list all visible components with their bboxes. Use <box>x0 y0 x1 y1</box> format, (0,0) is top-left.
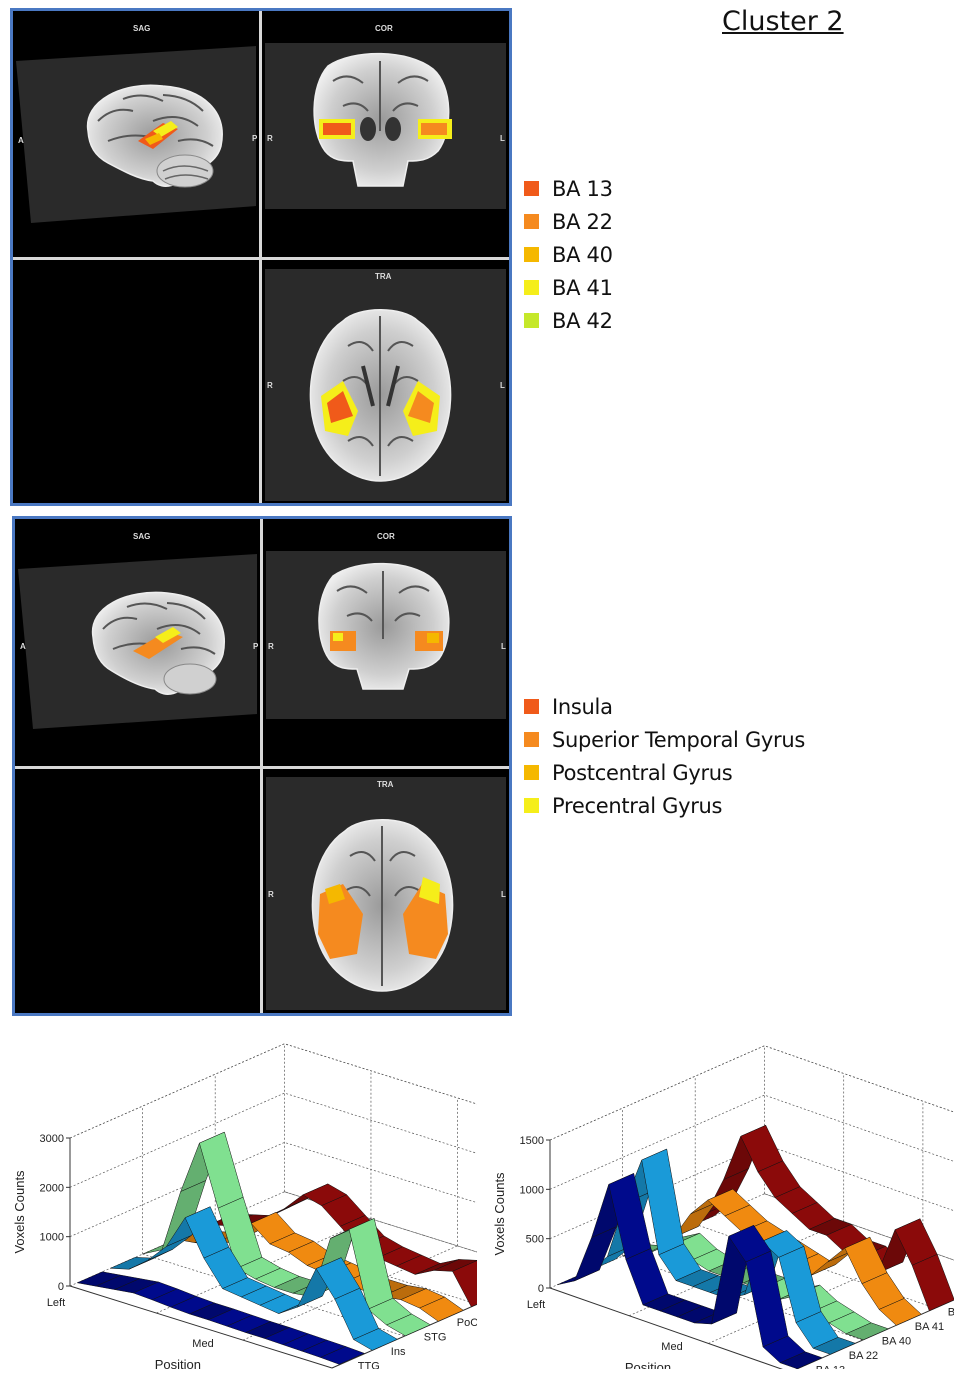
coronal-view: COR R L <box>266 532 506 719</box>
legend-swatch <box>524 699 539 714</box>
legend-swatch <box>524 247 539 262</box>
x-tick-label: Left <box>527 1299 545 1311</box>
x-axis-label: Position <box>155 1357 201 1369</box>
transverse-view: TRA R L <box>265 269 506 501</box>
legend-item: BA 41 <box>524 271 613 304</box>
mri-panel-ba: SAG A P COR R L <box>10 8 512 506</box>
mri-panel-gyri: SAG A P COR R L TRA R L <box>12 516 512 1016</box>
legend-swatch <box>524 181 539 196</box>
svg-text:L: L <box>500 134 505 143</box>
z-tick-label: BA 40 <box>882 1335 911 1347</box>
y-tick-label: 1500 <box>520 1135 544 1147</box>
svg-text:R: R <box>268 642 274 651</box>
x-tick-label: Med <box>192 1338 213 1350</box>
svg-text:L: L <box>500 381 505 390</box>
svg-text:R: R <box>267 134 273 143</box>
legend-swatch <box>524 798 539 813</box>
sagittal-view: SAG A P <box>18 532 259 729</box>
legend-swatch <box>524 765 539 780</box>
grid-line-y <box>70 1093 477 1187</box>
legend-item: BA 13 <box>524 172 613 205</box>
legend-item: Superior Temporal Gyrus <box>524 723 805 756</box>
x-tick-label: Med <box>661 1341 682 1353</box>
svg-text:A: A <box>20 642 26 651</box>
view-label-sag: SAG <box>133 532 150 541</box>
y-tick-label: 0 <box>538 1283 544 1295</box>
y-tick-label: 2000 <box>40 1182 64 1194</box>
chart-gyri-voxels: 0100020003000LeftMedRightTTGInsSTGPoCGPr… <box>0 1040 477 1374</box>
view-label-tra: TRA <box>375 272 392 281</box>
coronal-view: COR R L <box>265 24 506 209</box>
view-label-sag: SAG <box>133 24 150 33</box>
view-label-cor: COR <box>375 24 393 33</box>
y-tick-label: 1000 <box>40 1232 64 1244</box>
legend-item: BA 40 <box>524 238 613 271</box>
y-axis-label: Voxels Counts <box>492 1172 507 1256</box>
y-axis-label: Voxels Counts <box>12 1170 27 1254</box>
grid-top <box>70 1044 477 1138</box>
svg-text:P: P <box>253 642 259 651</box>
svg-text:L: L <box>501 642 506 651</box>
svg-text:P: P <box>252 134 258 143</box>
view-divider-horizontal <box>13 257 509 260</box>
y-tick-label: 3000 <box>40 1133 64 1145</box>
legend-brodmann-areas: BA 13 BA 22 BA 40 BA 41 BA 42 <box>524 172 613 337</box>
z-tick-label: BA 42 <box>948 1306 954 1318</box>
chart-ribbons <box>77 1132 477 1364</box>
y-tick-label: 1000 <box>520 1184 544 1196</box>
legend-gyri: Insula Superior Temporal Gyrus Postcentr… <box>524 690 805 822</box>
z-tick-label: BA 22 <box>849 1350 878 1362</box>
x-axis-label: Position <box>625 1360 671 1369</box>
view-divider-horizontal <box>15 766 509 769</box>
figure-title: Cluster 2 <box>722 6 844 37</box>
legend-swatch <box>524 313 539 328</box>
y-tick-label: 500 <box>526 1234 544 1246</box>
legend-item: BA 22 <box>524 205 613 238</box>
x-tick-label: Left <box>47 1297 65 1309</box>
z-tick-label: TTG <box>358 1360 380 1369</box>
legend-item: Postcentral Gyrus <box>524 756 805 789</box>
legend-swatch <box>524 732 539 747</box>
legend-item: Insula <box>524 690 805 723</box>
transverse-view: TRA R L <box>266 777 506 1010</box>
z-tick-label: BA 41 <box>915 1321 944 1333</box>
z-tick-label: PoCG <box>457 1317 477 1329</box>
z-tick-label: BA 13 <box>816 1364 845 1369</box>
legend-item: Precentral Gyrus <box>524 789 805 822</box>
sagittal-view: SAG A P <box>16 24 258 223</box>
svg-text:R: R <box>268 890 274 899</box>
grid-line-y <box>550 1046 954 1140</box>
legend-item: BA 42 <box>524 304 613 337</box>
grid-line-y <box>70 1044 477 1138</box>
view-label-tra: TRA <box>377 780 394 789</box>
legend-swatch <box>524 280 539 295</box>
legend-swatch <box>524 214 539 229</box>
view-label-cor: COR <box>377 532 395 541</box>
z-tick-label: STG <box>424 1331 447 1343</box>
svg-text:R: R <box>267 381 273 390</box>
z-tick-label: Ins <box>391 1346 406 1358</box>
y-tick-label: 0 <box>58 1281 64 1293</box>
chart-ribbons <box>557 1125 954 1369</box>
svg-text:A: A <box>18 136 24 145</box>
grid-top <box>550 1046 954 1140</box>
svg-text:L: L <box>501 890 506 899</box>
